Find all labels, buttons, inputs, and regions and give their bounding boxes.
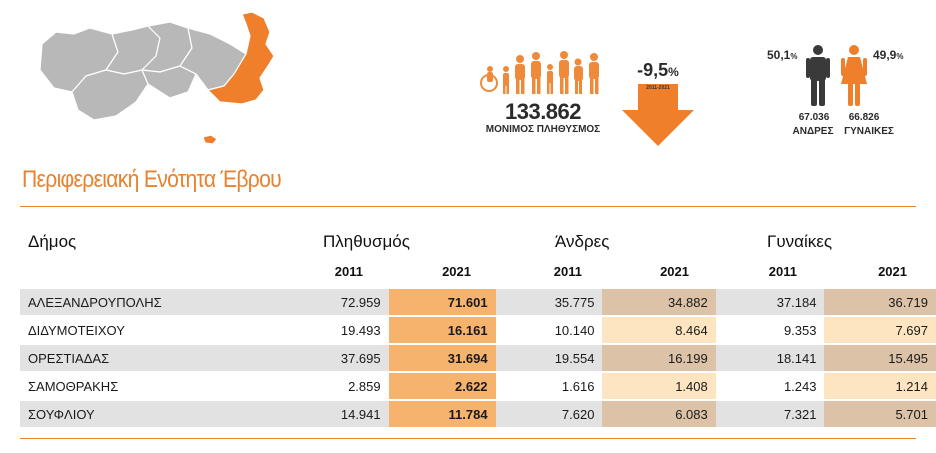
map-region-evros xyxy=(207,11,275,105)
female-pct-value: 49,9 xyxy=(873,48,897,62)
pop-2021-cell: 11.784 xyxy=(388,399,496,427)
family-icon xyxy=(480,51,599,94)
men-year-2021: 2021 xyxy=(660,264,689,279)
municipality-table: ΑΛΕΞΑΝΔΡΟΥΠΟΛΗΣ 72.959 71.601 35.775 34.882 3… xyxy=(20,289,936,427)
top-divider xyxy=(20,206,916,207)
pop-2021-cell: 2.622 xyxy=(388,371,496,399)
male-pct-unit: % xyxy=(790,52,798,61)
women-2011-cell: 37.184 xyxy=(715,289,825,315)
header-women: Γυναίκες xyxy=(767,232,833,251)
female-icon xyxy=(841,45,867,106)
men-2021-cell: 8.464 xyxy=(602,315,716,343)
header-municipality: Δήμος xyxy=(28,232,77,251)
men-2021-cell: 6.083 xyxy=(602,399,716,427)
women-2011-cell: 9.353 xyxy=(715,315,825,343)
municipality-name: ΟΡΕΣΤΙΑΔΑΣ xyxy=(20,343,279,371)
map-region-center-east xyxy=(141,65,197,99)
change-unit: % xyxy=(668,65,679,79)
region-map xyxy=(39,11,275,145)
municipality-name: ΣΑΜΟΘΡΑΚΗΣ xyxy=(20,371,279,399)
population-total: 133.862 xyxy=(504,99,582,124)
female-total: 66.826 xyxy=(848,112,880,123)
pop-2011-cell: 72.959 xyxy=(278,289,389,315)
men-2011-cell: 1.616 xyxy=(495,371,603,399)
women-2011-cell: 18.141 xyxy=(715,343,825,371)
male-pct-value: 50,1 xyxy=(767,48,791,62)
change-value: -9,5 xyxy=(637,60,669,80)
municipality-name: ΑΛΕΞΑΝΔΡΟΥΠΟΛΗΣ xyxy=(20,289,279,315)
page-title: Περιφερειακή Ενότητα Έβρου xyxy=(22,166,282,193)
men-2011-cell: 7.620 xyxy=(495,399,603,427)
table-row: ΣΟΥΦΛΙΟΥ 14.941 11.784 7.620 6.083 7.321 5.701 xyxy=(20,399,936,427)
male-label: ΑΝΔΡΕΣ xyxy=(792,126,834,137)
header-population: Πληθυσμός xyxy=(323,232,410,251)
men-2021-cell: 1.408 xyxy=(602,371,716,399)
population-change: -9,5% xyxy=(622,60,694,81)
women-2011-cell: 7.321 xyxy=(715,399,825,427)
down-arrow-icon xyxy=(622,84,694,146)
population-label: ΜΟΝΙΜΟΣ ΠΛΗΘΥΣΜΟΣ xyxy=(485,124,601,135)
women-2021-cell: 1.214 xyxy=(824,371,936,399)
men-2011-cell: 19.554 xyxy=(495,343,603,371)
pop-2021-cell: 31.694 xyxy=(388,343,496,371)
pop-2011-cell: 37.695 xyxy=(278,343,389,371)
pop-year-2011: 2011 xyxy=(334,264,363,279)
men-year-2011: 2011 xyxy=(553,264,582,279)
male-total: 67.036 xyxy=(798,112,830,123)
pop-2021-cell: 16.161 xyxy=(388,315,496,343)
table-row: ΣΑΜΟΘΡΑΚΗΣ 2.859 2.622 1.616 1.408 1.243 1.214 xyxy=(20,371,936,399)
women-2021-cell: 36.719 xyxy=(824,289,936,315)
pop-year-2021: 2021 xyxy=(442,264,471,279)
map-samothraki-island xyxy=(202,134,218,145)
bottom-divider xyxy=(20,438,916,439)
table-row: ΑΛΕΞΑΝΔΡΟΥΠΟΛΗΣ 72.959 71.601 35.775 34.882 3… xyxy=(20,289,936,315)
women-2011-cell: 1.243 xyxy=(715,371,825,399)
female-pct-unit: % xyxy=(896,52,904,61)
men-2011-cell: 35.775 xyxy=(495,289,603,315)
municipality-name: ΣΟΥΦΛΙΟΥ xyxy=(20,399,279,427)
men-2021-cell: 16.199 xyxy=(602,343,716,371)
men-2011-cell: 10.140 xyxy=(495,315,603,343)
male-percentage: 50,1% xyxy=(767,48,797,62)
pop-2011-cell: 19.493 xyxy=(278,315,389,343)
men-2021-cell: 34.882 xyxy=(602,289,716,315)
change-years: 2011-2021 xyxy=(646,85,670,91)
women-year-2011: 2011 xyxy=(768,264,797,279)
table-row: ΟΡΕΣΤΙΑΔΑΣ 37.695 31.694 19.554 16.199 18.141… xyxy=(20,343,936,371)
male-icon xyxy=(806,45,830,106)
women-2021-cell: 5.701 xyxy=(824,399,936,427)
pop-2011-cell: 2.859 xyxy=(278,371,389,399)
table-row: ΔΙΔΥΜΟΤΕΙΧΟΥ 19.493 16.161 10.140 8.464 9.353… xyxy=(20,315,936,343)
female-label: ΓΥΝΑΙΚΕΣ xyxy=(844,126,894,137)
women-year-2021: 2021 xyxy=(878,264,907,279)
municipality-name: ΔΙΔΥΜΟΤΕΙΧΟΥ xyxy=(20,315,279,343)
women-2021-cell: 15.495 xyxy=(824,343,936,371)
pop-2021-cell: 71.601 xyxy=(388,289,496,315)
pop-2011-cell: 14.941 xyxy=(278,399,389,427)
header-men: Άνδρες xyxy=(555,232,610,251)
women-2021-cell: 7.697 xyxy=(824,315,936,343)
female-percentage: 49,9% xyxy=(873,48,903,62)
